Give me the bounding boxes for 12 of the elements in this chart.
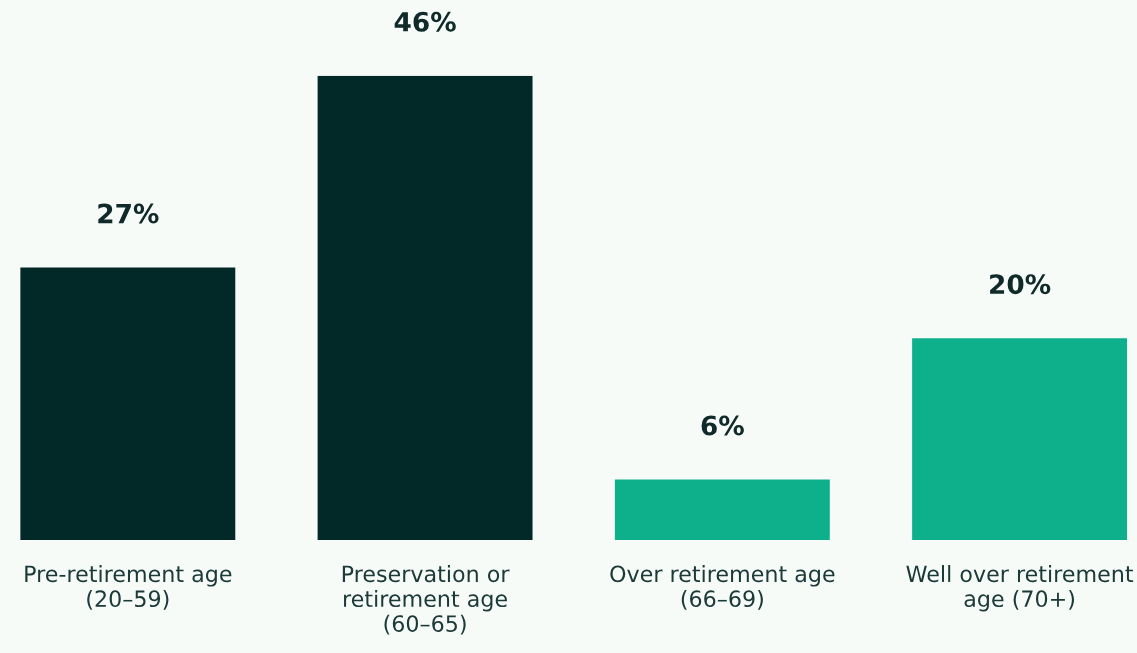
bar (317, 75, 533, 541)
data-label: 27% (98, 203, 159, 224)
bar (614, 479, 830, 541)
bar (912, 338, 1128, 541)
bar (20, 267, 236, 541)
x-tick-label: Over retirement age (66–69) (610, 565, 835, 610)
x-tick-label: Preservation or retirement age (60–65) (342, 565, 510, 635)
data-label: 46% (394, 11, 456, 32)
data-label: 6% (701, 415, 744, 436)
x-tick-label: Pre-retirement age (20–59) (25, 565, 232, 610)
x-tick-label: Well over retirement age (70+) (906, 565, 1134, 612)
data-label: 20% (990, 274, 1051, 295)
